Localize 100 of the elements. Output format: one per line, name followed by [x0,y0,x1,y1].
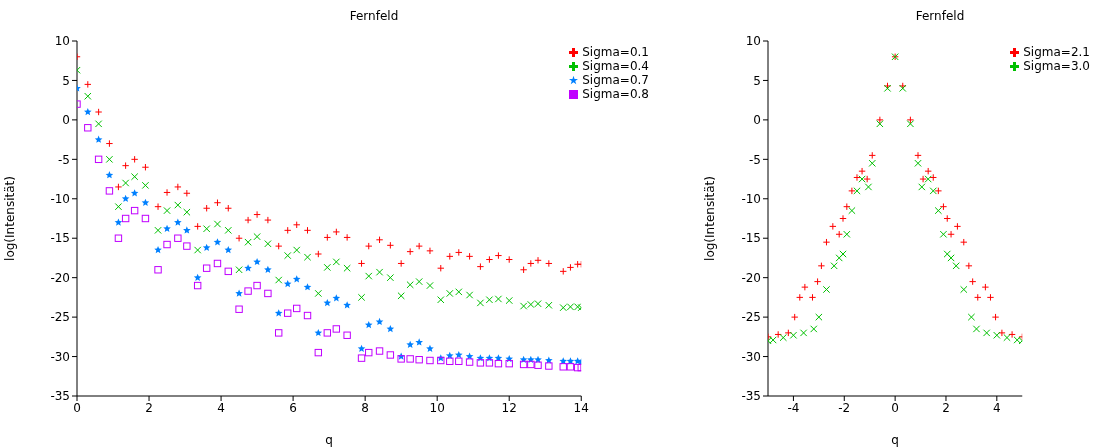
point [534,361,542,369]
point [566,263,575,272]
point [154,246,162,254]
point [465,291,474,299]
point [264,265,272,274]
point [163,188,171,197]
point [94,108,103,116]
point [303,283,312,291]
point [121,161,130,170]
point [808,293,817,302]
point [314,328,323,337]
point [357,344,366,352]
point [343,264,351,272]
point [494,359,503,368]
point [357,354,366,362]
y-tick-label: -15 [741,231,761,246]
x-tick-label: 4 [993,400,1001,415]
point [141,181,150,190]
point [154,202,162,211]
x-tick-label: 0 [891,400,899,415]
point [365,272,373,280]
point [426,344,434,352]
point [323,329,332,337]
point [235,234,243,242]
point [141,163,150,171]
point [476,299,485,307]
point [386,241,395,250]
y-tick-label: -10 [50,192,70,207]
point [202,204,211,212]
point [505,255,513,264]
point [993,331,1001,339]
point [415,277,423,286]
chart-title: Fernfeld [914,9,966,23]
point [876,116,884,124]
point [853,173,861,182]
x-tick-label: 4 [217,400,225,415]
y-tick-label: -25 [741,310,761,325]
point [141,198,150,206]
point [485,359,494,367]
point [953,222,962,231]
point [332,228,341,236]
point [193,246,202,254]
point [864,183,873,191]
point [235,266,243,274]
point [130,155,139,164]
point [94,135,103,143]
point [1003,333,1011,342]
point [779,333,787,342]
point [275,276,283,284]
point [972,325,981,333]
point [919,175,927,183]
point [952,262,960,270]
point [174,218,182,226]
point [386,351,395,359]
y-tick-label: 0 [62,113,70,128]
y-tick-label: 10 [54,34,70,49]
point [375,236,384,244]
point [323,263,332,272]
point [264,240,272,248]
point [559,363,567,371]
point [545,362,553,370]
point [791,313,799,321]
x-tick-label: -4 [787,400,800,415]
point [121,179,130,187]
point [163,224,171,232]
point [303,226,312,235]
point [193,222,202,231]
y-axis-title: log(Intensität) [703,176,718,261]
point [357,293,366,302]
point [114,234,123,242]
point [365,242,373,250]
point [275,242,283,250]
point [465,252,474,261]
y-tick-label: 0 [753,113,761,128]
x-tick-label: 2 [145,400,153,415]
point [94,155,103,164]
point [253,232,261,241]
legend-label: Sigma=2.1 [1023,45,1090,59]
point [314,250,323,258]
point [918,183,926,191]
y-axis-title: log(Intensität) [3,176,18,261]
point [314,348,323,357]
point [244,287,252,295]
point [284,251,292,260]
point [314,289,323,298]
point [303,311,312,320]
point [939,202,948,211]
point [141,214,150,223]
point [527,360,535,369]
point [519,266,528,274]
point [264,289,272,298]
point [105,171,114,179]
point [769,336,777,344]
point [303,253,312,261]
point [224,246,233,254]
x-tick-label: 12 [501,400,517,415]
point [323,298,332,307]
point [114,218,123,226]
point [796,293,804,302]
point [284,226,292,235]
